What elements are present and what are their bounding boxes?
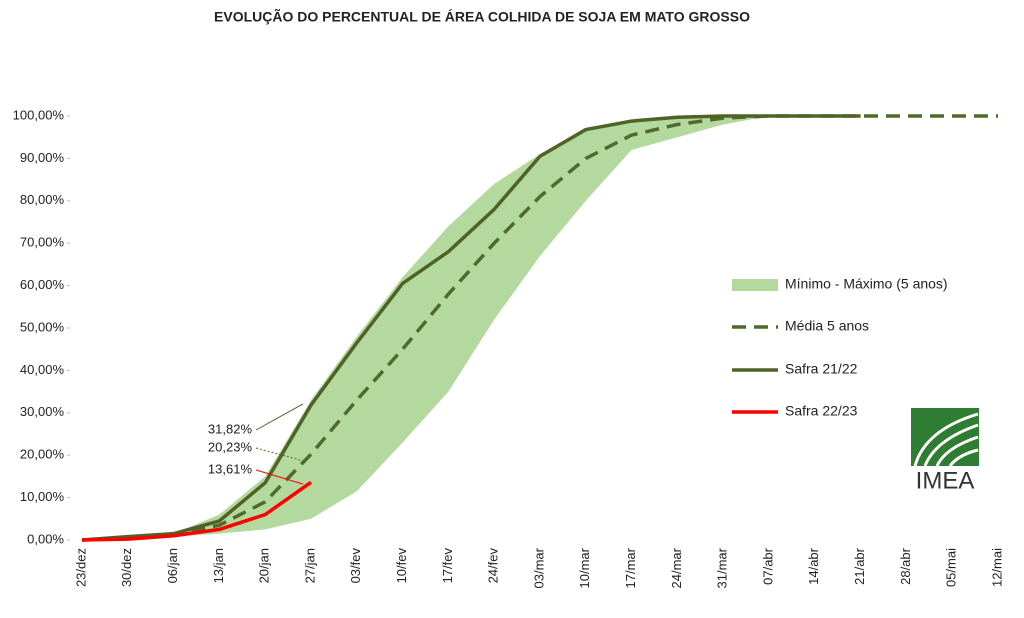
- data-label: 31,82%: [208, 421, 253, 436]
- x-tick-label: 10/mar: [577, 547, 592, 588]
- series-line: [81, 114, 861, 542]
- y-tick-label: 90,00%: [20, 150, 65, 165]
- logo: IMEA: [911, 408, 979, 494]
- x-tick-label: 20/jan: [257, 548, 272, 583]
- x-tick-label: 13/jan: [211, 548, 226, 583]
- x-tick-label: 14/abr: [806, 547, 821, 585]
- y-tick-label: 10,00%: [20, 489, 65, 504]
- legend-label: Mínimo - Máximo (5 anos): [785, 276, 948, 292]
- x-tick-label: 21/abr: [852, 547, 867, 585]
- logo-text: IMEA: [916, 467, 975, 494]
- data-label: 13,61%: [208, 461, 253, 476]
- leader-line: [255, 469, 304, 485]
- legend-label: Média 5 anos: [785, 318, 869, 334]
- x-tick-label: 03/fev: [348, 548, 363, 584]
- data-label: 20,23%: [208, 439, 253, 454]
- y-tick-label: 0,00%: [27, 531, 64, 546]
- y-tick-label: 70,00%: [20, 235, 65, 250]
- x-tick-label: 17/fev: [440, 548, 455, 584]
- y-tick-label: 50,00%: [20, 319, 65, 334]
- logo-stripes: [913, 412, 979, 467]
- legend-swatch: [732, 279, 778, 291]
- y-tick-label: 20,00%: [20, 447, 65, 462]
- x-tick-label: 07/abr: [760, 547, 775, 585]
- x-tick-label: 05/mai: [944, 548, 959, 587]
- chart-title: EVOLUÇÃO DO PERCENTUAL DE ÁREA COLHIDA D…: [214, 8, 750, 25]
- y-tick-label: 80,00%: [20, 192, 65, 207]
- x-tick-label: 23/dez: [73, 548, 88, 587]
- x-tick-label: 24/fev: [486, 548, 501, 584]
- y-tick-label: 40,00%: [20, 362, 65, 377]
- x-tick-label: 03/mar: [531, 547, 546, 588]
- x-tick-label: 27/jan: [302, 548, 317, 583]
- y-tick-label: 100,00%: [13, 107, 65, 122]
- legend-label: Safra 22/23: [785, 403, 858, 419]
- x-tick-label: 12/mai: [989, 548, 1004, 587]
- range-area: [82, 116, 861, 540]
- x-tick-label: 06/jan: [165, 548, 180, 583]
- leader-line: [255, 403, 304, 431]
- legend-label: Safra 21/22: [785, 361, 858, 377]
- y-tick-label: 60,00%: [20, 277, 65, 292]
- x-tick-label: 30/dez: [119, 548, 134, 587]
- x-tick-label: 31/mar: [715, 547, 730, 588]
- x-tick-label: 24/mar: [669, 547, 684, 588]
- x-tick-label: 28/abr: [898, 547, 913, 585]
- series-line: [81, 480, 313, 542]
- leader-line: [255, 447, 304, 462]
- y-tick-label: 30,00%: [20, 404, 65, 419]
- x-tick-label: 17/mar: [623, 547, 638, 588]
- x-tick-label: 10/fev: [394, 548, 409, 584]
